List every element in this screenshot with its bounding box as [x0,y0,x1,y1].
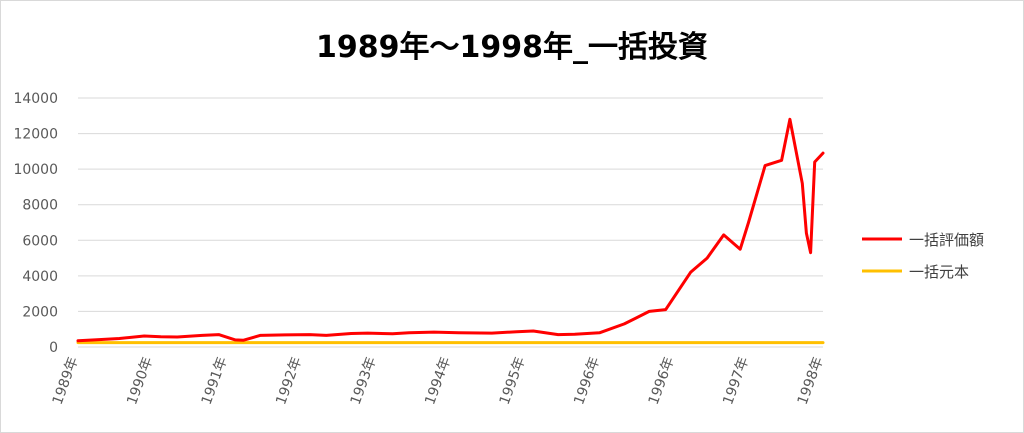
x-tick-label: 1995年 [497,355,529,407]
gridlines [78,97,823,348]
x-axis-ticks: 1989年 1990年 1991年 1992年 1993年 1994年 1995年 1996年… [50,355,827,407]
y-tick-label: 2000 [22,304,58,320]
y-tick-label: 14000 [13,91,58,107]
x-tick-label: 1994年 [422,355,454,407]
x-tick-label: 1997年 [720,355,752,407]
x-tick-label: 1992年 [273,355,305,407]
y-tick-label: 6000 [22,233,58,249]
y-tick-label: 12000 [13,127,58,143]
chart-title: 1989年～1998年_一括投資 [316,30,708,65]
x-tick-label: 1991年 [199,355,231,407]
x-tick-label: 1993年 [348,355,380,407]
y-tick-label: 10000 [13,162,58,178]
x-tick-label: 1996年 [646,355,678,407]
y-tick-label: 8000 [22,198,58,214]
series-lines [76,117,825,345]
x-tick-label: 1990年 [124,355,156,407]
series-line [76,117,825,343]
x-tick-label: 1996年 [571,355,603,407]
legend-label: 一括評価額 [909,231,984,249]
x-tick-label: 1998年 [795,355,827,407]
legend-label: 一括元本 [909,263,969,281]
x-tick-label: 1989年 [50,355,82,407]
y-axis-ticks: 0 2000 4000 6000 8000 10000 12000 14000 [13,91,58,356]
y-tick-label: 0 [49,340,58,356]
y-tick-label: 4000 [22,269,58,285]
